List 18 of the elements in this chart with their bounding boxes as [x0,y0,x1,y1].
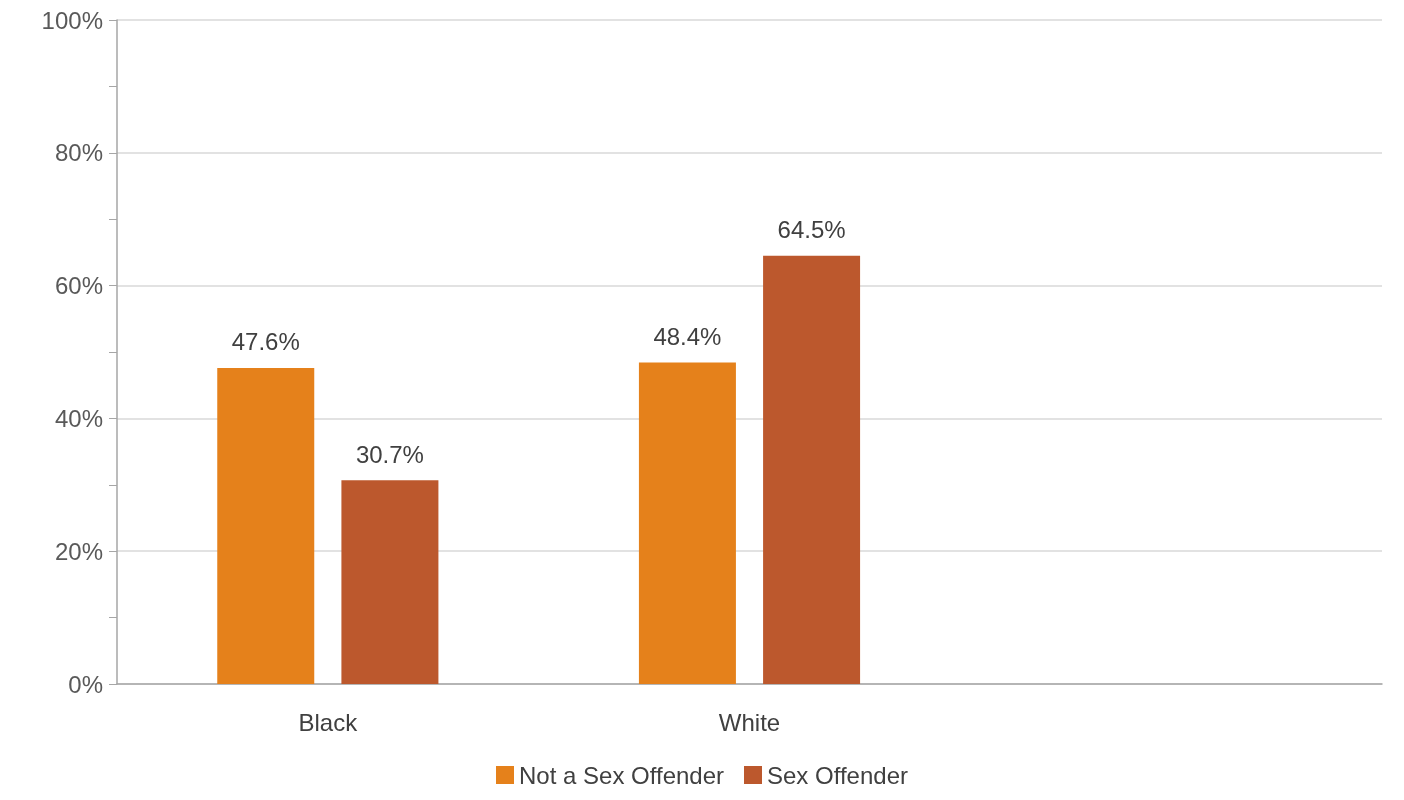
data-label: 47.6% [231,328,300,356]
y-tick-label: 100% [41,6,103,34]
x-tick-label: Black [298,708,359,736]
legend-label: Sex Offender [767,761,908,789]
bar [341,480,439,684]
y-tick-label: 0% [68,670,103,698]
data-label: 30.7% [355,440,424,468]
bar [217,367,315,684]
y-tick-label: 40% [54,404,103,432]
bar [763,255,861,684]
y-tick-label: 20% [54,537,103,565]
legend-label: Not a Sex Offender [519,761,725,789]
data-label: 64.5% [777,216,846,244]
x-tick-label: White [718,708,781,736]
bar [638,362,736,684]
y-tick-label: 80% [54,139,103,167]
data-label: 48.4% [653,323,722,351]
y-tick-label: 60% [54,272,103,300]
